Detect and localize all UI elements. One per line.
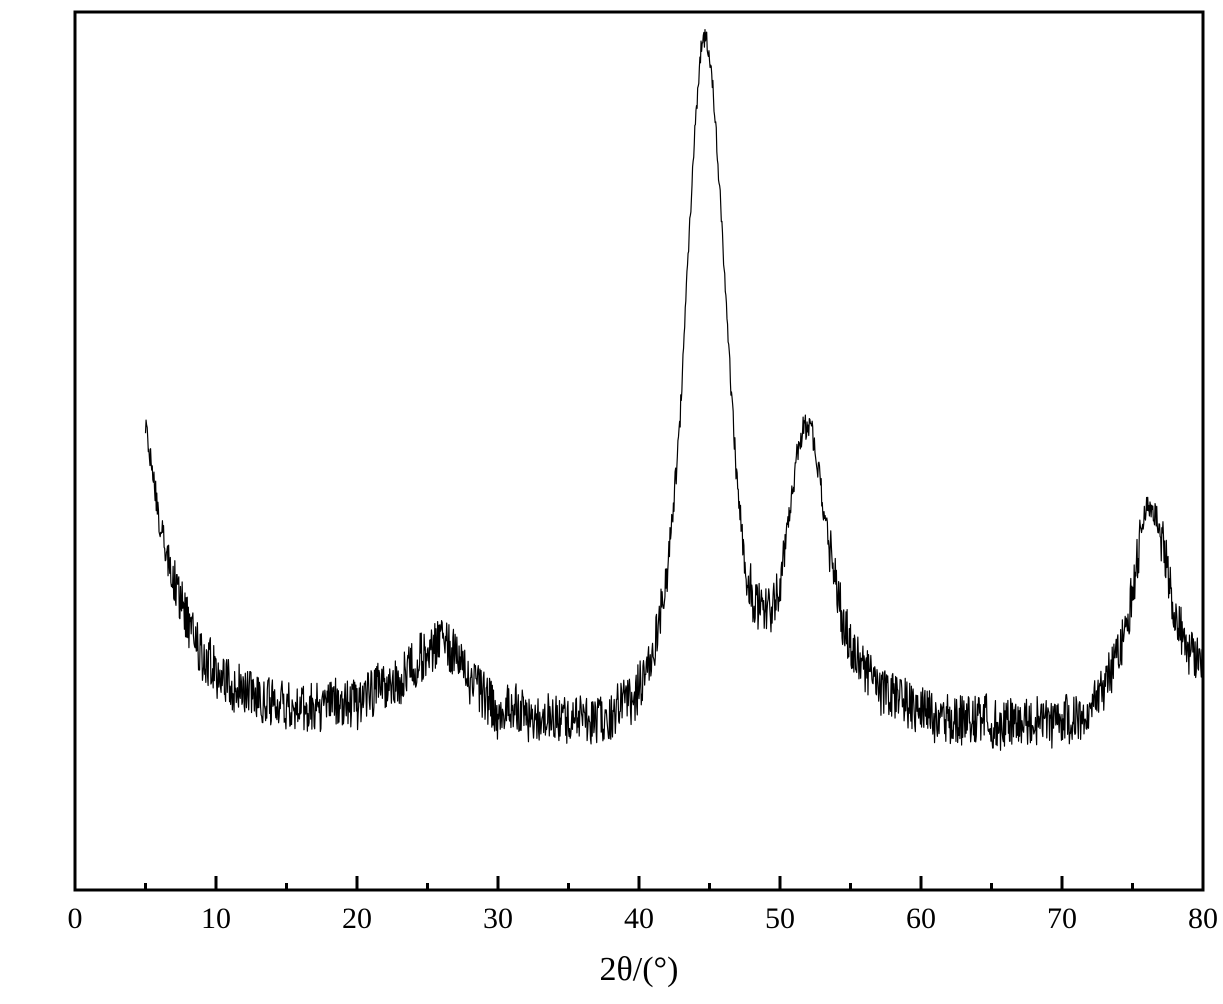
x-tick-label: 30	[483, 902, 513, 935]
x-tick-label: 40	[624, 902, 654, 935]
x-tick-label: 60	[906, 902, 936, 935]
x-axis-label: 2θ/(°)	[600, 951, 679, 988]
x-tick-label: 10	[201, 902, 231, 935]
x-tick-label: 80	[1188, 902, 1218, 935]
x-tick-label: 50	[765, 902, 795, 935]
x-tick-label: 0	[68, 902, 83, 935]
x-tick-label: 70	[1047, 902, 1077, 935]
xrd-chart: 0 10 20 30 40 50 60 70 80 2θ/(°)	[0, 0, 1223, 1004]
x-tick-label: 20	[342, 902, 372, 935]
